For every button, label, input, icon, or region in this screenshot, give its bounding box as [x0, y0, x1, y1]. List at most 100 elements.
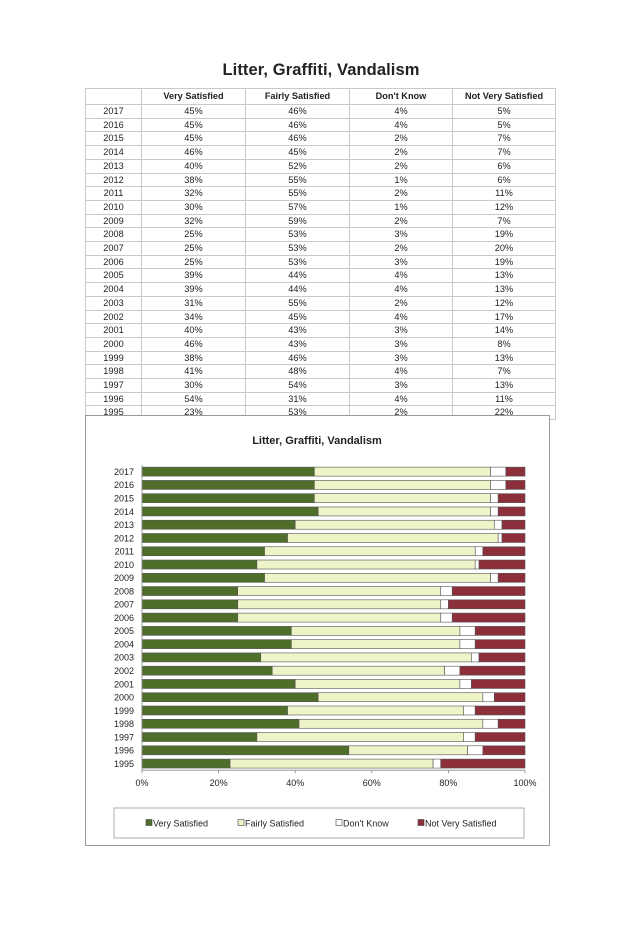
bar-segment — [471, 652, 480, 663]
x-tick-label: 80% — [439, 778, 457, 788]
table-cell: 7% — [452, 131, 556, 147]
table-cell: 12% — [452, 295, 556, 311]
legend-label: Very Satisfied — [153, 819, 208, 829]
table-year-cell: 2002 — [85, 309, 142, 325]
table-row: 2009 32% 59% 2% 7% — [85, 213, 556, 229]
bar-segment — [501, 533, 526, 543]
bar-segment — [451, 586, 526, 596]
bar-segment — [474, 626, 526, 636]
y-tick-label: 2013 — [114, 520, 134, 530]
bar-segment — [141, 599, 239, 610]
table-cell: 8% — [452, 336, 556, 352]
table-cell: 6% — [452, 158, 556, 174]
table-cell: 4% — [349, 104, 453, 119]
table-cell: 13% — [452, 282, 556, 297]
bar-segment — [237, 586, 442, 596]
table-cell: 17% — [452, 309, 556, 325]
bar-segment — [474, 732, 526, 742]
bar-segment — [490, 480, 507, 490]
bar-segment — [482, 546, 526, 557]
y-tick-label: 2015 — [114, 493, 134, 503]
table-row: 1998 41% 48% 4% 7% — [85, 364, 556, 380]
bar-segment — [237, 599, 442, 610]
table-header-cell — [85, 88, 142, 105]
y-tick-label: 2010 — [114, 560, 134, 570]
table-cell: 54% — [245, 378, 350, 393]
bar-segment — [298, 718, 484, 729]
bar-segment — [501, 519, 526, 530]
bar-segment — [317, 692, 484, 703]
table-cell: 53% — [245, 227, 350, 243]
table-cell: 11% — [452, 186, 556, 201]
bar-segment — [141, 519, 296, 530]
x-tick-label: 40% — [286, 778, 304, 788]
table-cell: 7% — [452, 145, 556, 160]
table-row: 2012 38% 55% 1% 6% — [85, 172, 556, 188]
y-tick-label: 2003 — [114, 653, 134, 663]
bar-segment — [141, 758, 231, 769]
table-cell: 38% — [141, 172, 246, 188]
legend-label: Don't Know — [343, 819, 389, 829]
table-row: 1997 30% 54% 3% 13% — [85, 378, 556, 393]
bar-segment — [497, 572, 526, 583]
table-cell: 48% — [245, 364, 350, 380]
table-year-cell: 2005 — [85, 268, 142, 284]
table-cell: 3% — [349, 227, 453, 243]
table-row: 2000 46% 43% 3% 8% — [85, 336, 556, 352]
table-cell: 25% — [141, 241, 246, 256]
table-header-cell: Fairly Satisfied — [245, 88, 350, 105]
table-cell: 45% — [245, 145, 350, 160]
bar-segment — [260, 652, 472, 663]
table-row: 1996 54% 31% 4% 11% — [85, 391, 556, 407]
bar-segment — [505, 466, 526, 477]
table-cell: 59% — [245, 213, 350, 229]
table-cell: 38% — [141, 350, 246, 366]
x-tick-label: 0% — [135, 778, 148, 788]
table-row: 2005 39% 44% 4% 13% — [85, 268, 556, 284]
bar-segment — [141, 546, 265, 557]
table-year-cell: 2009 — [85, 213, 142, 229]
table-row: 2015 45% 46% 2% 7% — [85, 131, 556, 147]
bar-segment — [497, 533, 503, 543]
table-row: 2017 45% 46% 4% 5% — [85, 104, 556, 119]
table-cell: 25% — [141, 254, 246, 270]
table-year-cell: 1996 — [85, 391, 142, 407]
table-cell: 5% — [452, 117, 556, 133]
bar-segment — [264, 572, 491, 583]
table-cell: 45% — [141, 131, 246, 147]
table-row: 2008 25% 53% 3% 19% — [85, 227, 556, 243]
bar-segment — [141, 559, 258, 570]
bar-segment — [317, 506, 491, 517]
table-cell: 2% — [349, 145, 453, 160]
table-cell: 19% — [452, 254, 556, 270]
y-tick-label: 2005 — [114, 626, 134, 636]
table-cell: 7% — [452, 364, 556, 380]
table-cell: 55% — [245, 172, 350, 188]
bar-segment — [497, 493, 526, 503]
bar-segment — [271, 665, 445, 676]
bar-segment — [141, 665, 273, 676]
table-cell: 4% — [349, 309, 453, 325]
table-cell: 57% — [245, 199, 350, 215]
table-year-cell: 2001 — [85, 323, 142, 338]
bar-segment — [229, 758, 434, 769]
bar-segment — [314, 466, 491, 477]
bar-segment — [141, 679, 296, 689]
table-cell: 2% — [349, 158, 453, 174]
table-cell: 1% — [349, 199, 453, 215]
bar-segment — [459, 665, 526, 676]
bar-segment — [478, 559, 526, 570]
bar-segment — [440, 758, 526, 769]
table-cell: 1% — [349, 172, 453, 188]
table-year-cell: 2007 — [85, 241, 142, 256]
table-cell: 31% — [141, 295, 246, 311]
table-cell: 4% — [349, 282, 453, 297]
table-header-cell: Not Very Satisfied — [452, 88, 556, 105]
table-cell: 3% — [349, 378, 453, 393]
table-year-cell: 2010 — [85, 199, 142, 215]
table-header-row: Very Satisfied Fairly Satisfied Don't Kn… — [85, 88, 556, 105]
table-row: 2007 25% 53% 2% 20% — [85, 241, 556, 256]
y-tick-label: 2011 — [115, 547, 134, 557]
table-cell: 5% — [452, 104, 556, 119]
y-tick-label: 2014 — [114, 507, 134, 517]
